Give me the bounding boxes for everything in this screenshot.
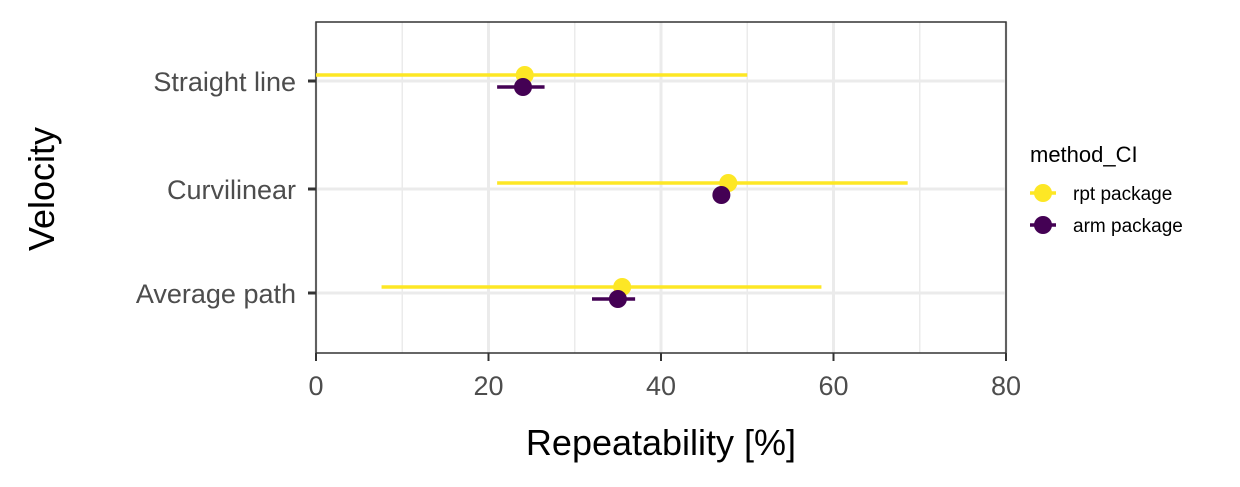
legend-key-point bbox=[1034, 216, 1052, 234]
x-tick-label: 0 bbox=[308, 371, 323, 401]
legend-key-point bbox=[1034, 184, 1052, 202]
legend-label: arm package bbox=[1073, 216, 1183, 237]
y-tick-label: Straight line bbox=[153, 67, 296, 97]
legend-title: method_CI bbox=[1030, 142, 1138, 167]
x-tick-label: 40 bbox=[646, 371, 676, 401]
axes: 0 20 40 60 80 Straight line Curvilinear Average… bbox=[136, 21, 1021, 401]
y-axis-title: Velocity bbox=[21, 127, 62, 251]
x-tick-label: 20 bbox=[473, 371, 503, 401]
x-tick-label: 80 bbox=[991, 371, 1021, 401]
data-marks bbox=[316, 66, 908, 308]
legend-label: rpt package bbox=[1073, 184, 1172, 205]
data-point bbox=[514, 78, 532, 96]
legend: method_CI rpt package arm package bbox=[1030, 142, 1183, 237]
plot-panel bbox=[314, 22, 1008, 353]
y-tick-label: Average path bbox=[136, 279, 296, 309]
x-tick-label: 60 bbox=[818, 371, 848, 401]
x-axis-title: Repeatability [%] bbox=[526, 422, 796, 463]
data-point bbox=[608, 290, 627, 308]
data-point bbox=[712, 186, 731, 204]
y-tick-label: Curvilinear bbox=[167, 175, 296, 205]
